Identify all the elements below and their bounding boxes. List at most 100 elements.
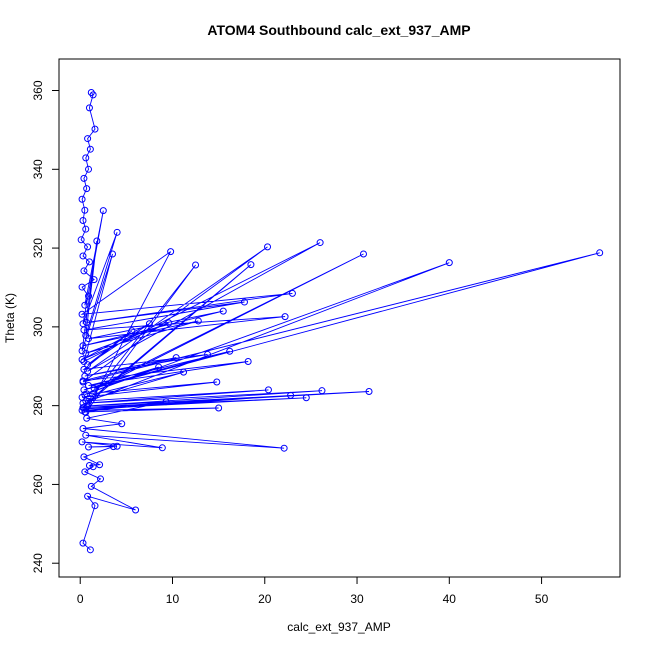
data-point: [84, 135, 92, 143]
data-point: [445, 259, 453, 267]
data-point: [596, 249, 604, 257]
data-point: [302, 394, 310, 402]
data-point: [318, 387, 326, 395]
data-point: [247, 261, 255, 269]
data-point: [84, 361, 92, 369]
data-point: [109, 443, 117, 451]
y-tick-label: 320: [31, 238, 45, 258]
data-point: [80, 365, 88, 373]
data-point: [81, 301, 89, 309]
data-point: [90, 384, 98, 392]
data-point: [215, 404, 223, 412]
data-point: [99, 207, 107, 215]
data-point: [79, 424, 87, 432]
data-point: [85, 382, 93, 390]
data-point: [81, 408, 89, 416]
data-point: [165, 319, 173, 327]
data-point: [80, 174, 88, 182]
data-point: [86, 145, 94, 153]
data-point: [81, 468, 89, 476]
data-point: [194, 317, 202, 325]
x-axis-label: calc_ext_937_AMP: [287, 620, 390, 634]
data-point: [204, 350, 212, 358]
x-axis: 0 10 20 30 40 50: [77, 576, 549, 606]
data-point: [80, 453, 88, 461]
data-point: [93, 237, 101, 245]
y-axis: 240 260 280 300 320 340 360: [31, 80, 60, 573]
data-point: [82, 349, 90, 357]
data-point: [162, 398, 170, 406]
data-point: [80, 326, 88, 334]
data-point: [78, 195, 86, 203]
data-point: [132, 506, 140, 514]
x-tick-label: 30: [350, 592, 364, 606]
data-point: [87, 482, 95, 490]
data-point: [244, 358, 252, 366]
data-point: [85, 443, 93, 451]
data-point: [180, 368, 188, 376]
data-point: [264, 386, 272, 394]
data-point: [83, 390, 91, 398]
data-point: [83, 185, 91, 193]
data-point: [91, 125, 99, 133]
data-point: [82, 154, 90, 162]
data-point: [109, 250, 117, 258]
series-line: [80, 92, 600, 551]
data-point: [96, 461, 104, 469]
data-point: [172, 354, 180, 362]
series-points: [77, 88, 604, 554]
data-point: [82, 405, 90, 413]
data-point: [83, 319, 91, 327]
data-point: [128, 327, 136, 335]
data-point: [281, 313, 289, 321]
data-point: [81, 206, 89, 214]
data-point: [192, 261, 200, 269]
x-tick-label: 40: [443, 592, 457, 606]
data-point: [226, 347, 234, 355]
y-tick-label: 260: [31, 474, 45, 494]
data-point: [86, 546, 94, 554]
data-point: [79, 252, 87, 260]
y-tick-label: 340: [31, 159, 45, 179]
data-point: [85, 104, 93, 112]
data-point: [82, 431, 90, 439]
data-point: [85, 335, 93, 343]
y-tick-label: 300: [31, 317, 45, 337]
data-point: [78, 356, 86, 364]
x-tick-label: 0: [77, 592, 84, 606]
data-point: [89, 91, 97, 99]
data-point: [78, 283, 86, 291]
series-lines: [80, 92, 600, 551]
data-point: [240, 298, 248, 306]
data-point: [89, 463, 97, 471]
data-point: [219, 307, 227, 315]
data-point: [113, 228, 121, 236]
chart-title: ATOM4 Southbound calc_ext_937_AMP: [207, 22, 470, 38]
data-point: [155, 363, 163, 371]
data-point: [78, 310, 86, 318]
y-tick-label: 280: [31, 395, 45, 415]
data-point: [79, 342, 87, 350]
data-point: [85, 462, 93, 470]
data-point: [91, 502, 99, 510]
data-point: [118, 420, 126, 428]
y-tick-label: 360: [31, 80, 45, 100]
data-point: [78, 438, 86, 446]
data-point: [365, 387, 373, 395]
data-point: [80, 267, 88, 275]
data-point: [82, 225, 90, 233]
x-tick-label: 20: [258, 592, 272, 606]
data-point: [83, 414, 91, 422]
data-point: [85, 292, 93, 300]
data-point: [79, 217, 87, 225]
x-tick-label: 50: [535, 592, 549, 606]
y-axis-label: Theta (K): [3, 293, 17, 343]
data-point: [288, 289, 296, 297]
data-point: [280, 444, 288, 452]
data-point: [213, 378, 221, 386]
data-point: [359, 250, 367, 258]
data-point: [167, 248, 175, 256]
data-point: [264, 243, 272, 251]
data-point: [85, 165, 93, 173]
